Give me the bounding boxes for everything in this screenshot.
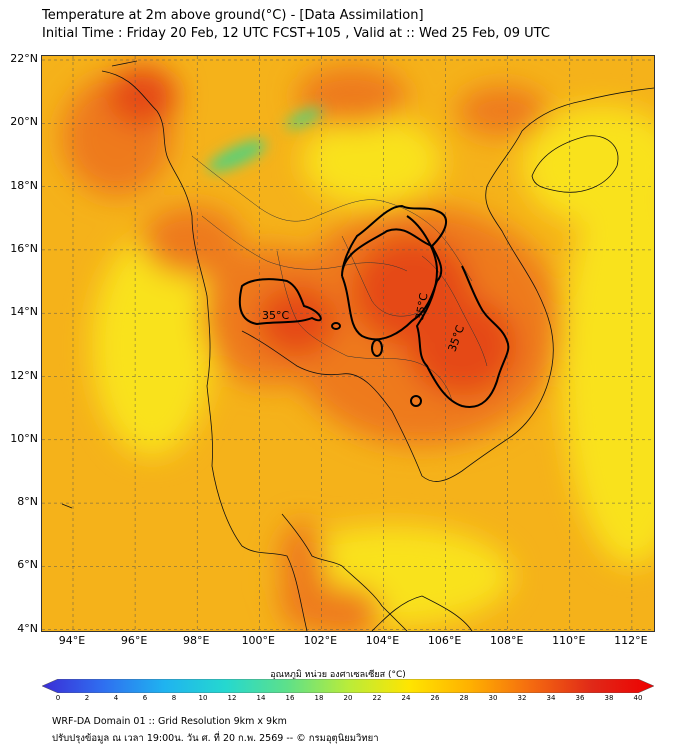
admin-borders xyxy=(191,155,488,402)
coast-west-peninsula xyxy=(101,70,308,631)
contour-central-thailand xyxy=(238,278,322,326)
colorbar-tick: 8 xyxy=(171,694,177,702)
colorbar-tick: 22 xyxy=(372,694,382,702)
colorbar-tick: 4 xyxy=(113,694,119,702)
lat-label: 14°N xyxy=(10,305,38,319)
colorbar-title: อุณหภูมิ หน่วย องศาเซลเซียส (°C) xyxy=(270,670,406,680)
warm-area-myanmar xyxy=(142,206,242,276)
colorbar-tick: 10 xyxy=(198,694,208,702)
colorbar-tick: 20 xyxy=(343,694,353,702)
lon-label: 96°E xyxy=(120,634,148,647)
hot-core-myanmar-west xyxy=(107,66,177,126)
lat-label: 4°N xyxy=(17,621,38,635)
colorbar-tick: 30 xyxy=(488,694,498,702)
warm-area-guangxi xyxy=(457,86,547,136)
contour-cambodia xyxy=(406,215,510,408)
contour-35c xyxy=(238,204,510,408)
colorbar-tick: 26 xyxy=(430,694,440,702)
border-1 xyxy=(191,155,473,282)
colorbar-tick: 6 xyxy=(142,694,148,702)
colorbar-tick: 32 xyxy=(517,694,527,702)
border-2 xyxy=(201,215,408,272)
colorbar-tick: 40 xyxy=(633,694,643,702)
contour-small-1 xyxy=(371,339,383,357)
coast-malay-east xyxy=(281,513,408,631)
coastlines xyxy=(61,60,654,631)
hot-core-cambodia xyxy=(407,296,517,396)
contour-northeast-a xyxy=(341,204,447,277)
footer-update-info: ปรับปรุงข้อมูล ณ เวลา 19:00น. วัน ศ. ที่… xyxy=(52,733,379,744)
temperature-map[interactable]: 35°C 35°C 35°C xyxy=(41,55,655,632)
colorbar-tick: 24 xyxy=(401,694,411,702)
cool-area-north-laos xyxy=(302,116,442,206)
colorbar-tick: 14 xyxy=(256,694,266,702)
contour-small-2 xyxy=(410,395,422,407)
lat-label: 10°N xyxy=(10,431,38,445)
lon-label: 98°E xyxy=(182,634,210,647)
cool-strip-highlands-2 xyxy=(285,107,323,129)
lon-label: 94°E xyxy=(58,634,86,647)
lon-label: 104°E xyxy=(365,634,400,647)
cool-strip-highlands xyxy=(207,140,267,172)
colorbar-tick: 2 xyxy=(84,694,90,702)
cool-area-hainan xyxy=(522,106,654,226)
border-3 xyxy=(276,250,453,402)
hainan-island xyxy=(531,135,619,193)
lon-label: 102°E xyxy=(303,634,338,647)
lon-label: 110°E xyxy=(552,634,586,647)
map-svg: 35°C 35°C 35°C xyxy=(42,56,654,631)
colorbar-tick: 12 xyxy=(227,694,237,702)
coast-borneo xyxy=(371,595,473,631)
colorbar-tick: 28 xyxy=(459,694,469,702)
colorbar xyxy=(42,679,654,693)
lon-label: 100°E xyxy=(241,634,276,647)
colorbar-tick: 34 xyxy=(546,694,556,702)
lat-label: 22°N xyxy=(10,52,38,65)
warm-area-malaysia xyxy=(277,521,327,631)
lat-label: 18°N xyxy=(10,178,38,192)
lat-label: 20°N xyxy=(10,115,38,129)
map-subtitle: Initial Time : Friday 20 Feb, 12 UTC FCS… xyxy=(42,26,550,41)
lat-label: 6°N xyxy=(17,558,38,572)
colorbar-tick: 16 xyxy=(285,694,295,702)
colorbar-tick: 36 xyxy=(575,694,585,702)
contour-label-1: 35°C xyxy=(262,309,289,322)
contour-small-3 xyxy=(331,322,341,330)
lon-label: 112°E xyxy=(614,634,648,647)
lat-label: 8°N xyxy=(17,495,38,509)
cool-area-south-china-sea xyxy=(562,166,654,566)
colorbar-tick: 18 xyxy=(314,694,324,702)
lat-label: 16°N xyxy=(10,241,38,255)
lat-label: 12°N xyxy=(10,368,38,382)
lon-label: 108°E xyxy=(489,634,524,647)
border-4 xyxy=(341,235,423,317)
lon-label: 106°E xyxy=(427,634,462,647)
cool-area-andaman xyxy=(92,236,212,456)
contour-northeast-b xyxy=(341,245,443,341)
contour-label-2: 35°C xyxy=(413,292,431,321)
footer-model-info: WRF-DA Domain 01 :: Grid Resolution 9km … xyxy=(52,716,287,727)
colorbar-tick: 0 xyxy=(55,694,61,702)
warm-area-yunnan xyxy=(297,66,407,126)
small-coast-marks xyxy=(61,60,138,509)
map-title: Temperature at 2m above ground(°C) - [Da… xyxy=(42,8,424,23)
colorbar-tick: 38 xyxy=(604,694,614,702)
coast-gulf-vietnam xyxy=(241,87,654,482)
